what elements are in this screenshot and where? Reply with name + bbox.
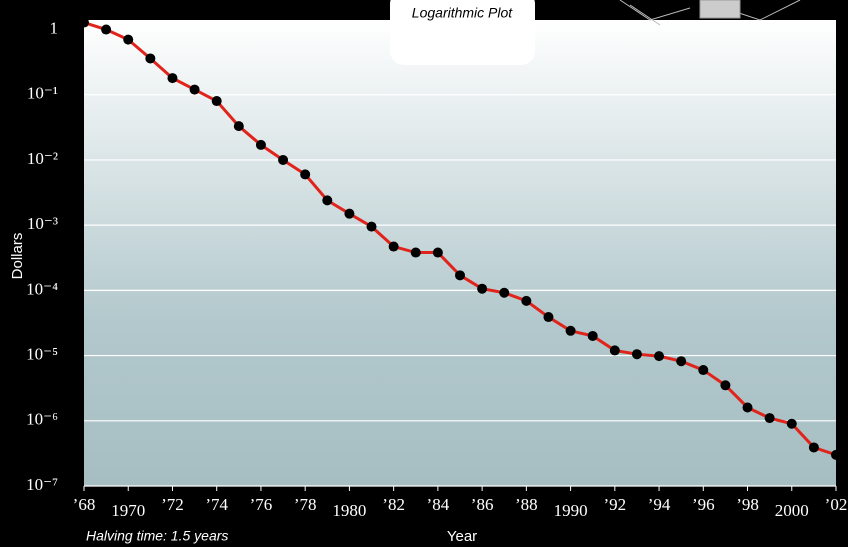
title-box bbox=[390, 0, 535, 65]
chip-decoration bbox=[619, 0, 801, 26]
point bbox=[388, 241, 399, 252]
x-tick-label: ’86 bbox=[471, 495, 494, 514]
x-tick-label: 2000 bbox=[775, 501, 809, 520]
x-tick-label: ’78 bbox=[294, 495, 317, 514]
x-tick-label: ’76 bbox=[250, 495, 273, 514]
x-axis-label: Year bbox=[447, 528, 477, 545]
point bbox=[676, 356, 687, 367]
x-tick-label: ’88 bbox=[515, 495, 538, 514]
point bbox=[79, 17, 89, 28]
x-tick-label: ’84 bbox=[427, 495, 450, 514]
point bbox=[255, 139, 266, 150]
point bbox=[521, 295, 532, 306]
point bbox=[123, 34, 134, 45]
y-tick-label: 10⁻⁷ bbox=[26, 475, 58, 494]
point bbox=[742, 402, 753, 413]
point bbox=[587, 330, 598, 341]
point bbox=[278, 154, 289, 165]
x-tick-label: ’72 bbox=[161, 495, 184, 514]
point bbox=[654, 351, 665, 362]
x-tick-label: ’74 bbox=[205, 495, 228, 514]
x-tick-label: 1970 bbox=[111, 501, 145, 520]
point bbox=[410, 247, 421, 258]
point bbox=[831, 449, 841, 460]
point bbox=[101, 24, 112, 35]
point bbox=[786, 418, 797, 429]
point bbox=[477, 283, 488, 294]
x-tick-label: 1990 bbox=[554, 501, 588, 520]
point bbox=[565, 325, 576, 336]
x-tick-label: ’68 bbox=[73, 495, 96, 514]
x-tick-label: ’82 bbox=[382, 495, 405, 514]
point bbox=[698, 365, 709, 376]
chart-title: Logarithmic Plot bbox=[412, 5, 513, 21]
y-tick-label: 10⁻¹ bbox=[27, 84, 58, 103]
y-tick-label: 10⁻³ bbox=[27, 214, 58, 233]
annotation: Halving time: 1.5 years bbox=[86, 528, 228, 544]
point bbox=[233, 121, 244, 132]
point bbox=[300, 169, 311, 180]
y-tick-label: 10⁻⁴ bbox=[26, 279, 58, 298]
point bbox=[499, 287, 510, 298]
point bbox=[189, 84, 200, 95]
point bbox=[366, 221, 377, 232]
y-tick-label: 10⁻⁶ bbox=[26, 410, 58, 429]
y-tick-label: 10⁻² bbox=[27, 149, 58, 168]
point bbox=[808, 442, 819, 453]
y-tick-label: 1 bbox=[50, 18, 59, 37]
point bbox=[344, 208, 355, 219]
point bbox=[322, 195, 333, 206]
point bbox=[211, 96, 222, 107]
point bbox=[631, 349, 642, 360]
y-axis-label: Dollars bbox=[9, 233, 26, 280]
y-tick-label: 10⁻⁵ bbox=[26, 344, 58, 363]
x-tick-label: ’98 bbox=[736, 495, 759, 514]
point bbox=[432, 247, 443, 258]
x-tick-label: 1980 bbox=[332, 501, 366, 520]
point bbox=[720, 380, 731, 391]
point bbox=[609, 345, 620, 356]
point bbox=[543, 312, 554, 323]
x-tick-label: ’94 bbox=[648, 495, 671, 514]
point bbox=[455, 270, 465, 281]
x-tick-label: ’96 bbox=[692, 495, 715, 514]
x-tick-label: ’92 bbox=[603, 495, 626, 514]
point bbox=[764, 413, 775, 424]
point bbox=[167, 73, 178, 84]
x-tick-label: ’02 bbox=[825, 495, 848, 514]
point bbox=[145, 53, 156, 64]
